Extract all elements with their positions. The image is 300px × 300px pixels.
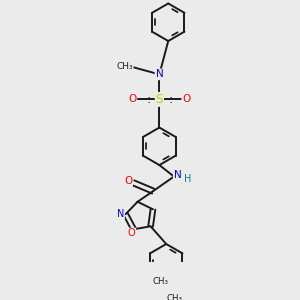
Text: O: O — [124, 176, 132, 186]
Text: :: : — [168, 93, 172, 106]
Text: CH₃: CH₃ — [167, 294, 183, 300]
Text: N: N — [174, 170, 182, 181]
Text: CH₃: CH₃ — [116, 62, 133, 71]
Text: H: H — [184, 174, 192, 184]
Text: S: S — [156, 93, 163, 106]
Text: CH₃: CH₃ — [153, 277, 169, 286]
Text: N: N — [155, 69, 163, 80]
Text: N: N — [117, 209, 124, 219]
Text: O: O — [128, 94, 136, 104]
Text: :: : — [146, 93, 151, 106]
Text: O: O — [182, 94, 190, 104]
Text: O: O — [128, 228, 135, 239]
